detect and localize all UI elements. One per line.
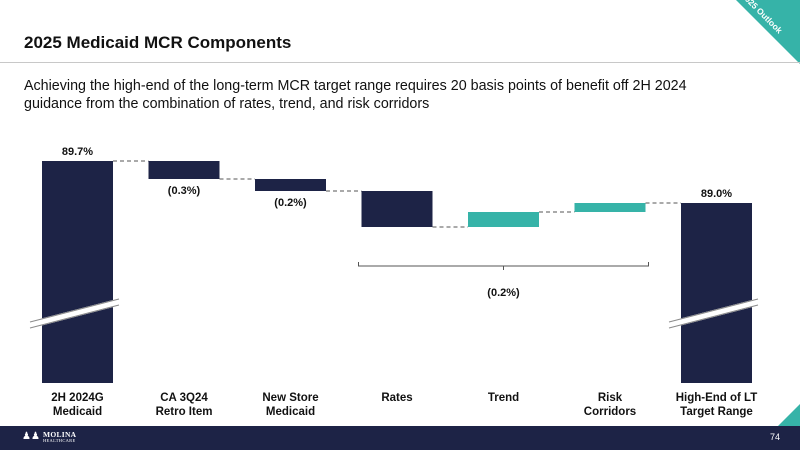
axis-break-line xyxy=(29,298,120,323)
page-title: 2025 Medicaid MCR Components xyxy=(24,33,292,52)
category-label-new-store-medicaid: Medicaid xyxy=(266,406,315,418)
chart-bars xyxy=(29,161,759,383)
category-label-risk-corridors: Risk xyxy=(598,392,623,404)
bar-new-store-medicaid xyxy=(255,179,326,191)
data-labels: 89.7% (0.3%) (0.2%) 89.0% xyxy=(62,146,732,209)
axis-break-gap xyxy=(668,298,759,329)
bar-high-end-of-lt-target-range xyxy=(681,203,752,383)
data-label-2h-2024g-medicaid: 89.7% xyxy=(62,146,93,158)
footer-accent-triangle xyxy=(778,404,800,426)
category-label-trend: Trend xyxy=(488,392,519,404)
bracket-label: (0.2%) xyxy=(487,287,520,299)
page-number: 74 xyxy=(769,432,780,442)
title-divider xyxy=(0,62,800,63)
axis-break-line xyxy=(668,304,759,329)
bracket-line xyxy=(358,262,649,267)
axis-break-line xyxy=(668,298,759,323)
data-label-high-end-of-lt-target-range: 89.0% xyxy=(701,188,732,200)
data-label-new-store-medicaid: (0.2%) xyxy=(274,197,307,209)
category-label-2h-2024g-medicaid: Medicaid xyxy=(53,406,102,418)
bracket-shape xyxy=(358,262,649,270)
data-label-ca-3q24-retro-item: (0.3%) xyxy=(168,185,201,197)
group-bracket: (0.2%) xyxy=(358,262,649,299)
axis-break-high-end-of-lt-target-range xyxy=(668,298,759,329)
axis-break-line xyxy=(29,304,120,329)
category-label-ca-3q24-retro-item: CA 3Q24 xyxy=(160,392,208,404)
category-label-2h-2024g-medicaid: 2H 2024G xyxy=(51,392,103,404)
bar-rates xyxy=(361,191,433,227)
category-labels: 2H 2024G Medicaid CA 3Q24 Retro Item New Sto… xyxy=(51,392,757,418)
waterfall-chart: 89.7% (0.3%) (0.2%) 89.0% (0.2%) 2H 2024G Me… xyxy=(29,146,759,418)
category-label-risk-corridors: Corridors xyxy=(584,406,636,418)
outlook-corner-badge xyxy=(736,0,800,64)
category-label-ca-3q24-retro-item: Retro Item xyxy=(156,406,213,418)
connector-lines xyxy=(113,160,681,228)
slide-subtitle: Achieving the high-end of the long-term … xyxy=(24,78,687,112)
footer-bar xyxy=(0,426,800,450)
logo-tagline: HEALTHCARE xyxy=(42,438,76,443)
bar-trend xyxy=(468,212,539,227)
category-label-high-end-of-lt-target-range: Target Range xyxy=(680,406,753,418)
category-label-new-store-medicaid: New Store xyxy=(262,392,318,404)
category-label-high-end-of-lt-target-range: High-End of LT xyxy=(676,392,758,404)
family-icon: ♟♟ xyxy=(22,431,40,442)
logo-name: MOLINA xyxy=(42,430,77,439)
category-label-rates: Rates xyxy=(381,392,412,404)
molina-logo: ♟♟ MOLINA HEALTHCARE xyxy=(22,431,76,443)
bar-2h-2024g-medicaid xyxy=(42,161,113,383)
axis-break-2h-2024g-medicaid xyxy=(29,298,120,329)
bar-risk-corridors xyxy=(574,203,646,212)
axis-break-gap xyxy=(29,298,120,329)
bar-ca-3q24-retro-item xyxy=(148,161,220,179)
